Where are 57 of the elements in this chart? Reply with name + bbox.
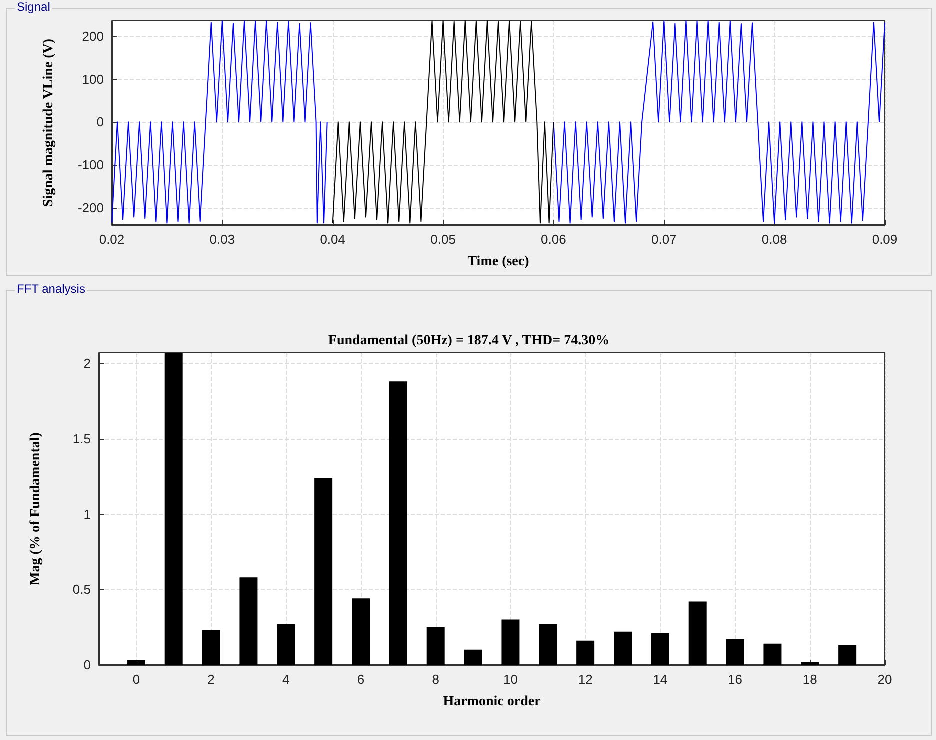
x-axis-title: Harmonic order: [443, 694, 541, 710]
y-tick-label: 0: [84, 658, 91, 672]
y-axis-title: Mag (% of Fundamental): [28, 432, 44, 586]
y-tick-label: 1: [84, 506, 91, 522]
y-tick-label: -200: [78, 200, 104, 216]
y-tick-label: 0: [96, 114, 104, 130]
x-tick-label: 4: [282, 672, 290, 687]
x-tick-label: 0.03: [210, 232, 236, 247]
y-tick-label: -100: [78, 158, 104, 172]
y-tick-label: 1.5: [72, 431, 91, 446]
bar: [801, 662, 820, 665]
y-axis-title: Signal magnitude VLine (V): [42, 38, 56, 208]
x-tick-label: 8: [432, 672, 440, 687]
bar: [389, 382, 408, 665]
x-tick-label: 16: [728, 672, 743, 687]
bar: [164, 353, 183, 665]
x-axis-title: Time (sec): [468, 254, 530, 270]
y-tick-label: 100: [82, 72, 104, 87]
line-series: [332, 20, 554, 224]
bar: [352, 598, 370, 665]
x-tick-label: 0.08: [762, 232, 788, 247]
bar: [764, 644, 782, 665]
x-tick-label: 20: [878, 672, 892, 687]
x-tick-label: 2: [208, 672, 215, 687]
chart-title: Signal: [15, 0, 52, 14]
bar: [277, 624, 296, 665]
x-tick-label: 0.04: [320, 232, 346, 247]
bar: [240, 578, 258, 665]
x-tick-label: 18: [802, 672, 818, 687]
bar: [651, 633, 670, 665]
bar: [464, 650, 482, 665]
bar: [838, 645, 857, 665]
bar: [314, 478, 333, 665]
x-tick-label: 0.07: [651, 232, 677, 247]
x-tick-label: 12: [578, 672, 593, 687]
x-tick-label: 0: [132, 672, 140, 687]
x-tick-label: 10: [503, 672, 518, 687]
x-tick-label: 6: [357, 672, 365, 687]
y-tick-label: 2: [84, 356, 91, 372]
bar: [726, 639, 744, 665]
bar: [614, 632, 632, 665]
bar: [539, 624, 558, 665]
x-tick-label: 14: [653, 672, 668, 687]
bar: [127, 660, 146, 665]
x-tick-label: 0.06: [541, 232, 566, 247]
chart-title: FFT analysis: [15, 282, 88, 296]
x-tick-label: 0.02: [99, 232, 125, 247]
y-tick-label: 200: [82, 28, 104, 44]
x-tick-label: 0.09: [872, 232, 898, 247]
bar: [576, 640, 595, 665]
x-tick-label: 0.05: [430, 232, 456, 247]
chart-subtitle: Fundamental (50Hz) = 187.4 V , THD= 74.30%: [328, 334, 610, 348]
y-tick-label: 0.5: [72, 582, 91, 598]
bar: [502, 620, 520, 665]
bar: [688, 602, 707, 665]
bar: [426, 627, 445, 665]
bar: [202, 630, 220, 665]
